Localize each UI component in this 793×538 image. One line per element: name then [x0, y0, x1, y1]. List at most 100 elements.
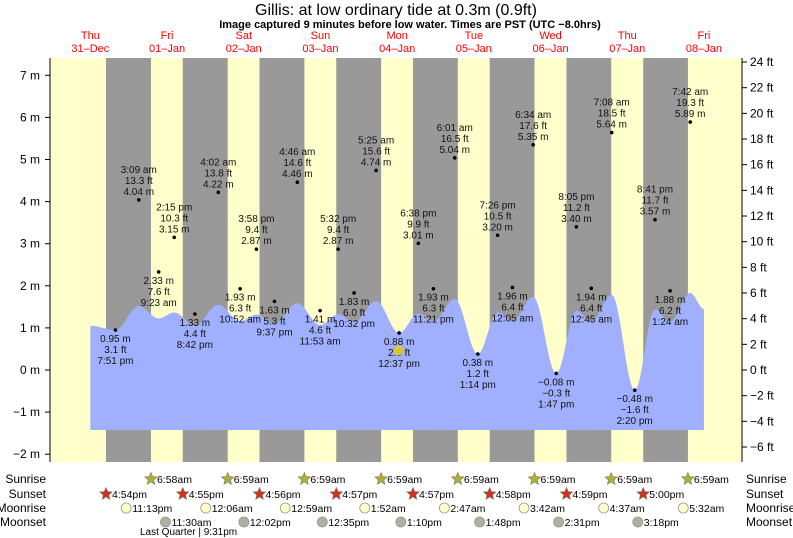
moonset-icon: [632, 516, 644, 528]
tide-label: 11.7 ft: [641, 196, 668, 207]
sunrise-time: 6:59am: [234, 474, 269, 486]
sunset-time: 4:59pm: [572, 489, 607, 501]
right-tick-label: 16 ft: [750, 158, 774, 172]
day-name: Mon: [386, 30, 407, 42]
tide-label: 0.88 m: [384, 337, 415, 348]
tide-label: 4.6 ft: [309, 326, 331, 337]
tide-label: 1.93 m: [225, 293, 256, 304]
sunset-time: 4:57pm: [419, 489, 454, 501]
left-tick-label: 5 m: [20, 153, 40, 167]
moonrise-time: 11:13pm: [132, 503, 172, 515]
tide-point: [589, 286, 594, 291]
tide-label: 7:42 am: [672, 87, 708, 98]
moonset-icon: [395, 516, 407, 528]
tide-label: 5.89 m: [675, 109, 706, 120]
tide-label: 6.4 ft: [580, 303, 602, 314]
row-label-right-sunrise: Sunrise: [746, 472, 787, 486]
tide-label: 3:58 pm: [238, 214, 274, 225]
tide-label: 1.63 m: [259, 305, 290, 316]
tide-point: [193, 312, 197, 316]
left-tick-label: 7 m: [20, 68, 40, 82]
tide-point: [554, 371, 559, 376]
right-tick-label: 24 ft: [750, 55, 774, 69]
sunset-icon: [636, 486, 651, 500]
right-tick-label: 0 ft: [750, 363, 767, 377]
day-headers: Thu31–DecFri01–JanSat02–JanSun03–JanMon0…: [71, 30, 722, 55]
tide-label: 15.6 ft: [362, 146, 390, 157]
left-tick-label: −2 m: [13, 447, 40, 461]
moonrise-time: 2:47am: [450, 503, 485, 515]
sunrise-time: 6:59am: [464, 474, 499, 486]
tide-label: 5.04 m: [439, 145, 470, 156]
moonrise-icon: [598, 502, 610, 514]
tide-label: 10.3 ft: [160, 213, 188, 224]
tide-label: 1.88 m: [655, 295, 686, 306]
tide-label: 12:05 am: [492, 313, 534, 324]
tide-label: 16.5 ft: [441, 134, 469, 145]
moonset-time: 1:48pm: [486, 517, 521, 529]
moonset-icon: [160, 516, 171, 528]
tide-label: 1:24 am: [652, 317, 688, 328]
day-name: Thu: [81, 30, 100, 42]
tide-label: 6:01 am: [437, 123, 473, 134]
day-name: Tue: [465, 30, 484, 42]
tide-point: [531, 142, 535, 147]
tide-point: [156, 270, 161, 274]
moonset-icon: [316, 516, 328, 528]
tide-point: [272, 299, 277, 304]
tide-label: 6.3 ft: [422, 304, 444, 315]
tide-point: [688, 120, 693, 124]
tide-point: [431, 286, 436, 291]
tide-label: −0.3 ft: [542, 388, 570, 399]
sunset-time: 4:55pm: [189, 489, 224, 501]
tide-label: 2.87 m: [323, 236, 354, 247]
moonrise-icon: [518, 502, 530, 514]
tide-label: 3.40 m: [561, 214, 592, 225]
tide-label: 8:41 pm: [637, 185, 673, 196]
moonrise-time: 1:52am: [371, 503, 406, 515]
tide-label: 6.2 ft: [659, 306, 681, 317]
day-name: Wed: [539, 30, 561, 42]
tide-label: 1:47 pm: [538, 399, 574, 410]
tide-label: 13.8 ft: [204, 168, 232, 179]
row-label-sunrise: Sunrise: [5, 472, 46, 486]
tide-label: 7:26 pm: [480, 200, 516, 211]
right-tick-label: 12 ft: [750, 209, 774, 223]
tide-label: 5.35 m: [518, 132, 549, 143]
day-name: Sun: [311, 30, 331, 42]
day-name: Fri: [698, 30, 711, 42]
tide-label: 2:15 pm: [156, 202, 192, 213]
moonset-icon: [474, 516, 486, 528]
sunrise-icon: [374, 471, 389, 485]
day-date: 02–Jan: [226, 43, 262, 55]
tide-label: 7:08 am: [594, 98, 630, 109]
tide-label: 7:51 pm: [97, 356, 133, 367]
moonrise-icon: [200, 502, 212, 514]
tide-label: 9.9 ft: [407, 219, 429, 230]
day-date: 05–Jan: [456, 43, 492, 55]
tide-label: 6.4 ft: [501, 302, 523, 313]
right-tick-label: −6 ft: [750, 440, 774, 454]
tide-point: [653, 217, 657, 222]
tide-label: 8:05 pm: [558, 192, 594, 203]
sunrise-time: 6:59am: [310, 474, 345, 486]
tide-label: 12:37 pm: [378, 359, 420, 370]
tide-label: 8:42 pm: [177, 340, 213, 351]
left-tick-label: 0 m: [20, 363, 40, 377]
moonset-time: 1:10pm: [407, 517, 442, 529]
tide-point: [510, 285, 515, 290]
sunset-time: 4:58pm: [496, 489, 531, 501]
tide-point: [609, 130, 614, 135]
tide-point: [632, 388, 637, 393]
left-tick-label: 1 m: [20, 321, 40, 335]
tide-label: 2.87 m: [241, 236, 272, 247]
tide-label: 1.33 m: [180, 318, 211, 329]
tide-label: 1.93 m: [418, 293, 449, 304]
left-tick-label: 2 m: [20, 279, 40, 293]
tide-label: −0.08 m: [538, 377, 574, 388]
moonrise-time: 12:06am: [212, 503, 253, 515]
tide-point: [216, 190, 221, 195]
row-label-right-moonset: Moonset: [746, 515, 793, 529]
water-fill: [90, 292, 705, 430]
tide-label: 4.74 m: [361, 157, 392, 168]
